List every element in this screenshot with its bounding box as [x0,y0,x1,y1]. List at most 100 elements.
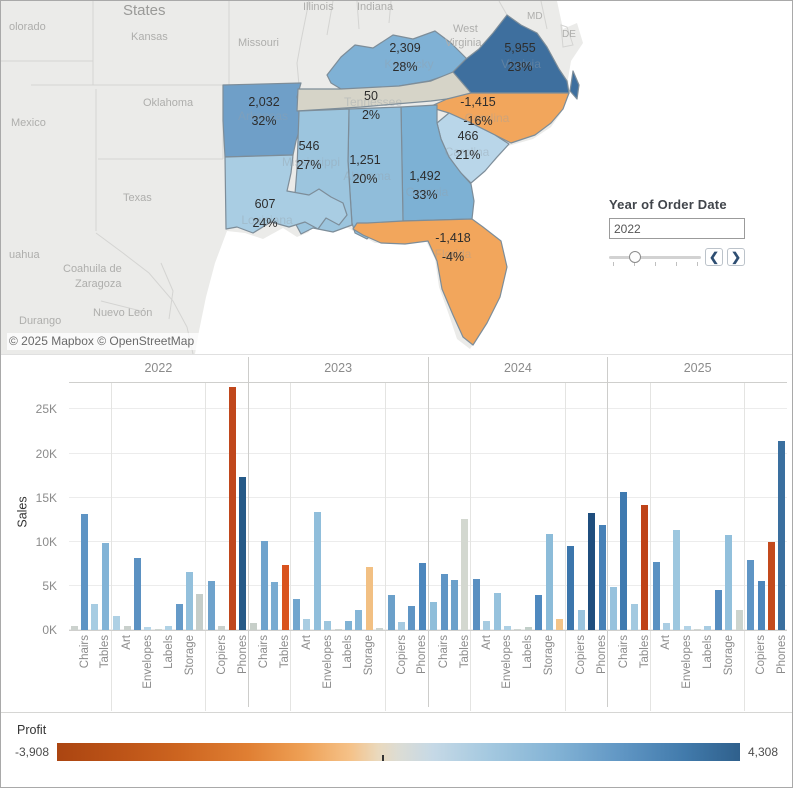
state-name-watermark: Louisiana [241,213,293,227]
sales-bar[interactable] [704,625,712,630]
category-tick-label: Chairs [617,635,630,669]
sales-bar[interactable] [186,571,194,630]
state-louisiana[interactable] [224,154,348,234]
map-attribution[interactable]: © 2025 Mapbox © OpenStreetMap [7,333,201,350]
sales-bar[interactable] [365,567,373,630]
sales-bar[interactable] [641,504,649,630]
chart-area: 2022 Chairs Tables Art Envelopes Labels Storag… [69,357,788,711]
sales-bar[interactable] [609,586,617,630]
sales-bar[interactable] [588,512,596,630]
state-name-watermark: Mississippi [281,155,341,169]
sales-bar[interactable] [387,594,395,630]
sales-bar[interactable] [567,546,575,630]
sales-bar[interactable] [260,540,268,630]
sales-bar[interactable] [91,604,99,630]
sales-bar[interactable] [483,621,491,630]
sales-bar[interactable] [196,593,204,630]
sales-bar[interactable] [355,609,363,630]
sales-bar[interactable] [218,626,226,630]
category-panel [608,383,651,630]
sales-bar[interactable] [757,580,765,630]
profit-gradient-bar[interactable] [57,743,740,761]
sales-bar[interactable] [303,619,311,630]
sales-bar[interactable] [503,625,511,630]
sales-bar[interactable] [767,541,775,630]
sales-bar[interactable] [747,560,755,630]
sales-bar[interactable] [735,609,743,630]
category-tick-label: Phones [775,635,788,675]
year-prev-button[interactable]: ❮ [705,248,723,266]
sales-bar[interactable] [239,476,247,630]
sales-bar[interactable] [714,590,722,630]
sales-bar[interactable] [313,511,321,630]
sales-bar[interactable] [673,530,681,630]
sales-bar[interactable] [144,627,152,630]
sales-bar[interactable] [123,626,131,630]
category-tick: Art [121,635,133,650]
sales-bar[interactable] [461,518,469,630]
sales-bar[interactable] [725,534,733,630]
state-value-label-alabama: 1,251 20% [349,151,380,190]
sales-bar[interactable] [398,622,405,630]
sales-bar[interactable] [630,604,638,630]
sales-bar[interactable] [472,578,480,630]
sales-bar[interactable] [430,601,438,630]
category-tick-label: Copiers [395,635,408,675]
sales-bar[interactable] [81,513,89,630]
year-next-button[interactable]: ❯ [727,248,745,266]
sales-bar[interactable] [524,627,532,630]
category-tick-label: Storage [722,635,735,676]
sales-bar[interactable] [418,562,426,630]
sales-bar[interactable] [545,533,553,630]
sales-bar[interactable] [134,557,142,630]
sales-bar[interactable] [113,615,121,630]
sales-bar[interactable] [683,626,691,630]
sales-bar[interactable] [408,606,416,630]
sales-bar[interactable] [535,594,543,630]
year-filter-input[interactable] [609,218,745,239]
sales-bar[interactable] [577,609,585,630]
sales-bar[interactable] [555,619,563,630]
sales-bar[interactable] [598,525,606,630]
sales-bar[interactable] [514,629,522,630]
state-virginia-shore[interactable] [569,70,580,100]
sales-bar[interactable] [293,599,301,630]
state-florida[interactable] [352,218,508,346]
category-label-panel: Chairs Tables [608,631,651,711]
sales-bar[interactable] [334,628,342,630]
map-place-label: Indiana [357,1,394,13]
category-tick-label: Labels [701,635,714,669]
sales-bar[interactable] [652,562,660,630]
sales-bar[interactable] [493,592,501,630]
sales-bar[interactable] [154,628,162,630]
year-header: 2022 [144,361,173,375]
sales-bar[interactable] [376,628,384,630]
sales-bar[interactable] [778,441,786,630]
state-value-label-georgia: 1,492 33% [409,167,440,206]
sales-bar[interactable] [228,386,236,630]
state-sales-value: -1,418 [435,231,471,245]
sales-bar[interactable] [324,621,332,630]
sales-bar[interactable] [694,629,702,630]
y-tick-label: 20K [35,446,57,461]
sales-bar[interactable] [344,621,352,630]
state-arkansas[interactable] [222,82,304,158]
sales-bar[interactable] [440,573,448,630]
sales-bar[interactable] [250,622,258,630]
sales-bar[interactable] [281,564,289,630]
year-slider-thumb[interactable] [629,250,642,263]
year-slider-track[interactable] [609,250,701,266]
sales-bar[interactable] [101,542,109,630]
sales-bar[interactable] [620,491,628,630]
state-value-label-louisiana: 607 24% [252,195,277,234]
sales-bar[interactable] [165,626,173,630]
sales-bar[interactable] [662,622,670,630]
us-southeast-map [1,1,583,354]
sales-bar[interactable] [450,579,458,630]
category-tick-label: Chairs [438,635,451,669]
sales-bar[interactable] [207,580,215,630]
sales-bar[interactable] [175,604,183,630]
map-place-label: DE [562,29,576,40]
sales-bar[interactable] [70,625,78,630]
sales-bar[interactable] [271,582,279,630]
